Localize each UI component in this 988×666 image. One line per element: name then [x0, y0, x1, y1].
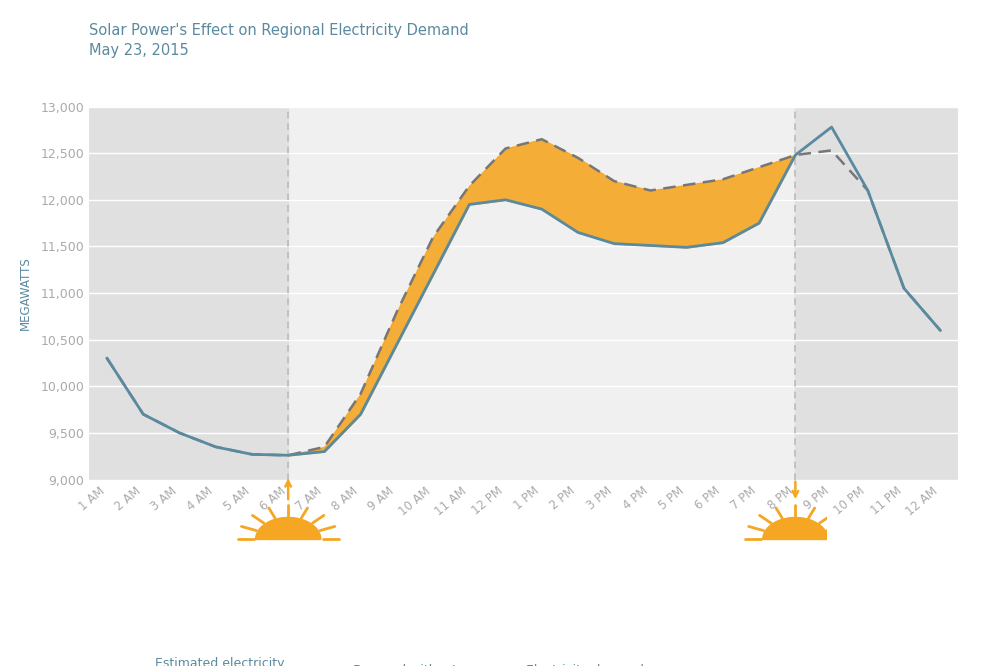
Bar [795, 107, 958, 480]
Legend: Estimated electricity
needs served by
solar power, Demand without
solar power, E: Estimated electricity needs served by so… [113, 651, 649, 666]
Polygon shape [256, 517, 321, 539]
Text: May 23, 2015: May 23, 2015 [89, 43, 189, 59]
Bar [89, 107, 288, 480]
Text: Solar Power's Effect on Regional Electricity Demand: Solar Power's Effect on Regional Electri… [89, 23, 468, 39]
Y-axis label: MEGAWATTS: MEGAWATTS [19, 256, 32, 330]
Polygon shape [763, 517, 828, 539]
